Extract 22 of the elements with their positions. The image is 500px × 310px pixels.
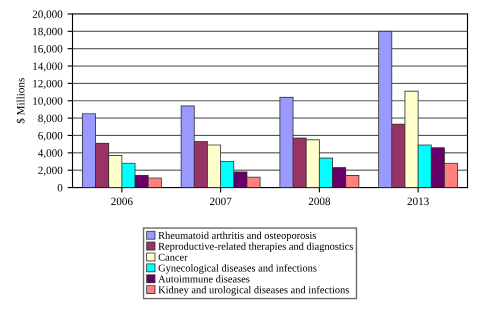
legend-label: Cancer <box>158 254 188 261</box>
y-tick-label: 8,000 <box>38 114 62 124</box>
x-tick-label: 2007 <box>210 198 232 206</box>
y-tick-label: 0 <box>58 184 62 192</box>
legend-label: Kidney and urological diseases and infections <box>158 286 349 296</box>
legend-label: Gynecological diseases and infections <box>158 264 317 274</box>
y-tick-label: 20,000 <box>32 10 62 20</box>
y-tick-label: 2,000 <box>38 166 62 176</box>
x-tick-label: 2008 <box>308 198 330 206</box>
y-tick-label: 4,000 <box>38 149 62 158</box>
y-tick-label: 14,000 <box>33 62 62 72</box>
legend-label: Rheumatoid arthritis and osteoporosis <box>158 232 316 242</box>
y-axis-title: $ Millions <box>16 78 26 124</box>
y-tick-label: 12,000 <box>33 80 62 89</box>
x-tick-label: 2013 <box>408 198 429 206</box>
legend-label: Reproductive-related therapies and diagnostics <box>158 242 353 252</box>
y-tick-label: 18,000 <box>33 28 62 37</box>
legend-label: Autoimmune diseases <box>158 275 250 282</box>
y-tick-label: 16,000 <box>33 45 62 54</box>
x-tick-label: 2006 <box>111 198 133 206</box>
y-tick-label: 6,000 <box>38 132 62 142</box>
y-tick-label: 10,000 <box>33 97 62 106</box>
